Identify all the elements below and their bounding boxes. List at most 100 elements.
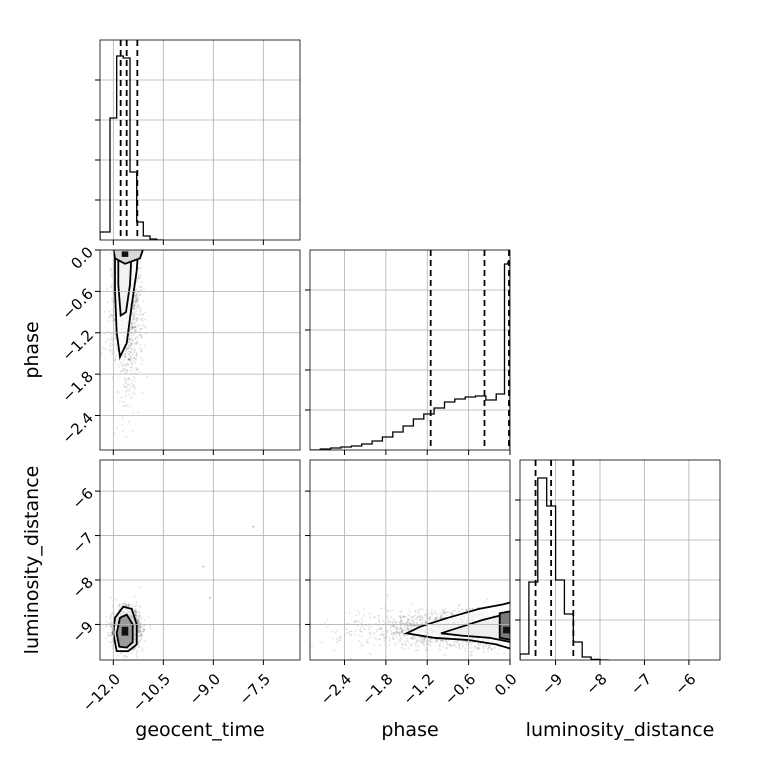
sample-point	[128, 354, 131, 356]
sample-point	[127, 604, 130, 607]
sample-point	[122, 405, 125, 408]
sample-point	[139, 289, 142, 292]
sample-point	[440, 638, 443, 641]
sample-point	[144, 619, 147, 622]
sample-point	[127, 353, 130, 355]
sample-point	[134, 328, 137, 331]
sample-point	[132, 315, 135, 318]
sample-point	[102, 347, 105, 350]
sample-point	[134, 301, 137, 304]
sample-point	[125, 386, 127, 388]
sample-point	[121, 416, 124, 419]
sample-point	[132, 302, 135, 304]
sample-point	[456, 607, 459, 610]
sample-point	[110, 286, 113, 289]
sample-point	[107, 316, 110, 319]
sample-point	[126, 368, 128, 371]
sample-point	[128, 605, 131, 607]
sample-point	[123, 651, 125, 654]
sample-point	[135, 293, 138, 296]
sample-point	[401, 630, 403, 632]
sample-point	[111, 338, 114, 341]
sample-point	[110, 632, 113, 635]
sample-point	[130, 325, 133, 327]
sample-point	[394, 627, 397, 630]
sample-point	[122, 370, 124, 373]
sample-point	[469, 641, 471, 643]
sample-point	[369, 632, 372, 634]
sample-point	[132, 308, 135, 311]
sample-point	[391, 622, 394, 625]
sample-point	[490, 648, 493, 651]
sample-point	[109, 344, 112, 347]
sample-point	[137, 643, 140, 645]
sample-point	[109, 617, 112, 619]
sample-point	[130, 347, 133, 350]
sample-point	[129, 338, 132, 341]
sample-point	[116, 349, 118, 352]
sample-point	[406, 627, 409, 630]
sample-point	[131, 363, 133, 366]
sample-point	[130, 361, 132, 363]
sample-point	[139, 334, 142, 336]
sample-point	[143, 629, 146, 631]
sample-point	[130, 337, 133, 340]
sample-point	[132, 430, 135, 433]
sample-point	[136, 299, 138, 301]
sample-point	[417, 644, 420, 647]
sample-point	[111, 644, 114, 647]
sample-point	[436, 638, 439, 641]
sample-point	[126, 652, 128, 654]
sample-point	[104, 333, 106, 335]
sample-point	[346, 632, 349, 634]
sample-point	[129, 355, 132, 358]
sample-point	[139, 327, 142, 330]
sample-point	[140, 633, 143, 636]
sample-point	[139, 289, 142, 291]
sample-point	[141, 650, 144, 652]
sample-point	[142, 625, 145, 628]
sample-point	[457, 642, 460, 645]
sample-point	[129, 344, 132, 347]
sample-point	[131, 327, 134, 329]
sample-point	[127, 345, 130, 348]
sample-point	[111, 298, 113, 301]
sample-point	[140, 350, 143, 352]
sample-point	[111, 314, 114, 317]
sample-point	[450, 611, 452, 614]
sample-point	[123, 364, 126, 366]
sample-point	[138, 617, 141, 619]
sample-point	[137, 629, 140, 631]
sample-point	[134, 299, 136, 301]
sample-point	[132, 386, 135, 388]
sample-point	[113, 432, 116, 435]
sample-point	[408, 619, 410, 621]
sample-point	[132, 326, 135, 329]
sample-point	[139, 334, 141, 336]
sample-point	[140, 281, 143, 284]
sample-point	[135, 358, 137, 361]
sample-point	[403, 625, 406, 628]
sample-point	[114, 359, 116, 361]
scatter-clouds	[100, 250, 510, 660]
sample-point	[135, 368, 138, 371]
sample-point	[106, 620, 108, 623]
sample-point	[113, 359, 116, 362]
sample-point	[140, 625, 142, 628]
sample-point	[108, 621, 111, 624]
outlier-point	[202, 565, 205, 568]
sample-point	[136, 317, 138, 320]
sample-point	[127, 358, 130, 360]
sample-point	[134, 615, 137, 617]
sample-point	[140, 634, 143, 637]
sample-point	[443, 654, 446, 657]
sample-point	[387, 631, 389, 633]
sample-point	[407, 641, 410, 643]
sample-point	[479, 643, 482, 646]
sample-point	[133, 311, 136, 313]
sample-point	[138, 645, 141, 648]
sample-point	[110, 596, 112, 599]
sample-point	[127, 347, 129, 349]
sample-point	[134, 613, 137, 616]
sample-point	[111, 308, 113, 311]
